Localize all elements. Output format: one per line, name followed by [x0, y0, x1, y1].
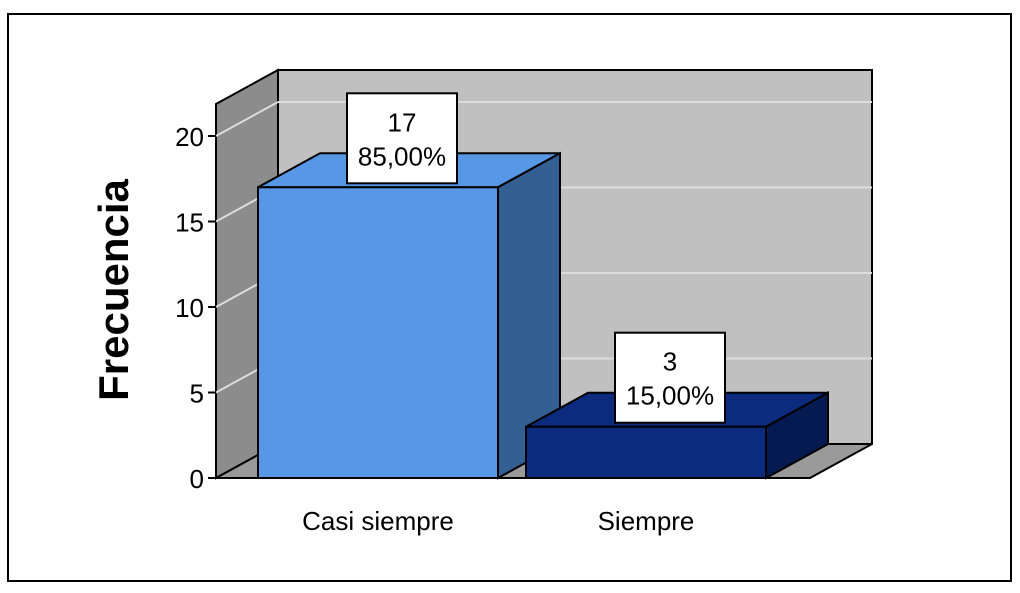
x-axis-ticks: Casi siempre Siempre	[302, 506, 694, 536]
gridline-side	[215, 101, 279, 137]
x-tick-label: Siempre	[598, 506, 695, 536]
bar	[257, 186, 499, 480]
data-label-box	[614, 331, 726, 424]
y-tick-label: 15	[175, 208, 204, 238]
y-tick-label: 5	[190, 379, 204, 409]
y-axis-ticks: 0 5 10 15 20	[175, 122, 216, 494]
data-label-percent: 85,00%	[358, 141, 446, 171]
data-label-box	[346, 92, 458, 185]
data-label-count: 3	[663, 347, 677, 377]
data-label-percent: 15,00%	[626, 381, 714, 411]
y-tick-label: 10	[175, 293, 204, 323]
data-labels: 17 85,00% 3 15,00%	[346, 92, 726, 424]
x-tick-label: Casi siempre	[302, 506, 454, 536]
y-tick-label: 0	[190, 464, 204, 494]
data-label-count: 17	[388, 107, 417, 137]
y-tick-label: 20	[175, 122, 204, 152]
y-axis-label: Frecuencia	[90, 178, 137, 400]
bar	[525, 425, 767, 480]
